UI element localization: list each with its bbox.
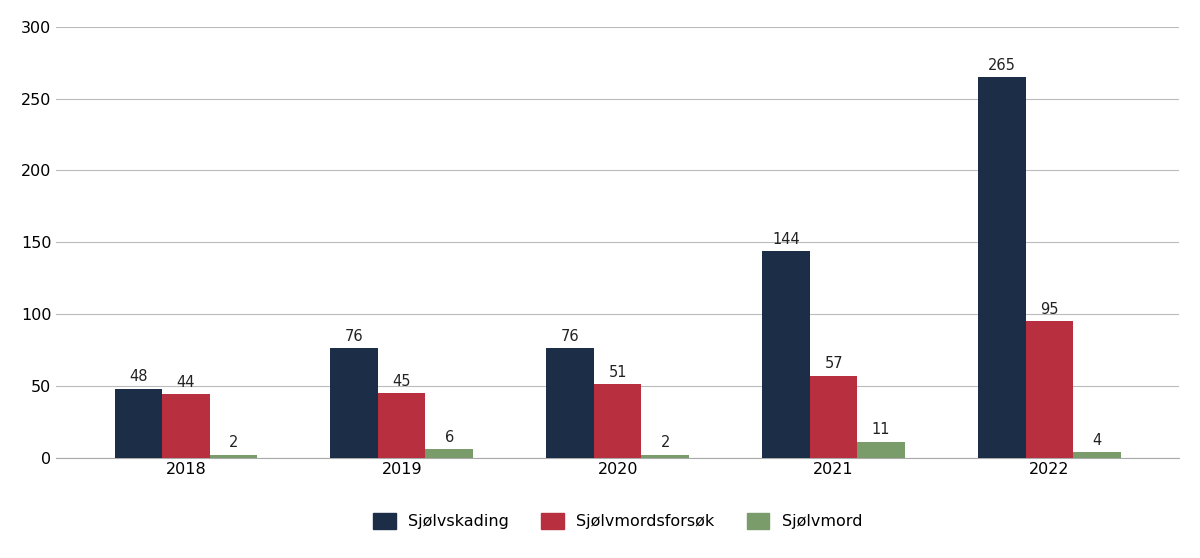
Bar [762, 251, 810, 458]
Text: 6: 6 [445, 430, 454, 445]
Legend: Sjølvskading, Sjølvmordsforsøk, Sjølvmord: Sjølvskading, Sjølvmordsforsøk, Sjølvmor… [367, 507, 869, 536]
Bar [857, 442, 905, 458]
Text: 265: 265 [988, 58, 1016, 73]
Text: 2: 2 [660, 435, 670, 450]
Text: 57: 57 [824, 357, 842, 372]
Bar [114, 388, 162, 458]
Text: 44: 44 [176, 375, 196, 390]
Bar [1026, 321, 1073, 458]
Bar [642, 455, 689, 458]
Bar [594, 384, 642, 458]
Text: 95: 95 [1040, 302, 1058, 317]
Bar [546, 348, 594, 458]
Text: 45: 45 [392, 374, 410, 388]
Bar [810, 376, 857, 458]
Text: 2: 2 [228, 435, 238, 450]
Bar [330, 348, 378, 458]
Text: 76: 76 [344, 329, 364, 344]
Text: 48: 48 [130, 369, 148, 384]
Bar [378, 393, 426, 458]
Bar [1073, 452, 1121, 458]
Bar [426, 449, 473, 458]
Bar [978, 77, 1026, 458]
Text: 11: 11 [872, 422, 890, 437]
Text: 144: 144 [773, 232, 800, 247]
Text: 51: 51 [608, 365, 626, 380]
Bar [162, 395, 210, 458]
Text: 4: 4 [1092, 432, 1102, 448]
Text: 76: 76 [560, 329, 580, 344]
Bar [210, 455, 257, 458]
